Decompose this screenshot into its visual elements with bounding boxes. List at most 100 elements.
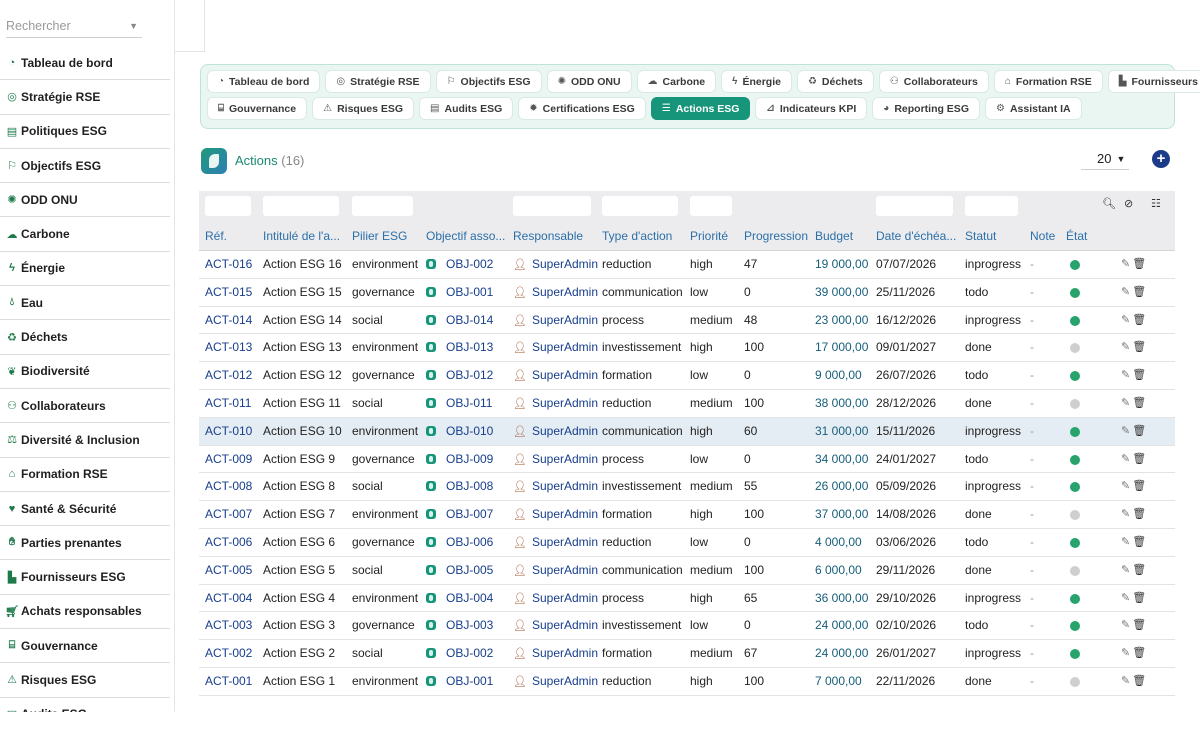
tab-strat-gie-rse[interactable]: ◎ Stratégie RSE <box>325 70 431 93</box>
column-header[interactable]: Note <box>1030 229 1056 243</box>
trash-icon[interactable]: 🗑︎ <box>1132 313 1147 326</box>
table-row[interactable]: ACT-003 Action ESG 3 governance OBJ-003 👤︎ Su… <box>199 612 1175 641</box>
column-header[interactable]: Date d'échéa... <box>876 229 957 243</box>
cell-objective[interactable]: OBJ-012 <box>426 362 493 390</box>
cell-ref[interactable]: ACT-013 <box>205 334 252 362</box>
trash-icon[interactable]: 🗑︎ <box>1132 452 1147 465</box>
cell-objective[interactable]: OBJ-001 <box>426 668 493 696</box>
edit-icon[interactable]: ✎ <box>1121 508 1131 521</box>
edit-icon[interactable]: ✎ <box>1121 313 1131 326</box>
cell-objective[interactable]: OBJ-002 <box>426 251 493 279</box>
trash-icon[interactable]: 🗑︎ <box>1132 647 1147 660</box>
edit-icon[interactable]: ✎ <box>1121 674 1131 687</box>
tab--nergie[interactable]: ϟ Énergie <box>721 70 792 93</box>
edit-icon[interactable]: ✎ <box>1121 341 1131 354</box>
sidebar-item-biodiversit-[interactable]: ❦ Biodiversité <box>0 355 170 389</box>
column-header[interactable]: Responsable <box>513 229 584 243</box>
sidebar-item-fournisseurs-esg[interactable]: ▙ Fournisseurs ESG <box>0 560 170 595</box>
edit-icon[interactable]: ✎ <box>1121 619 1131 632</box>
cell-ref[interactable]: ACT-006 <box>205 529 252 557</box>
cell-objective[interactable]: OBJ-005 <box>426 557 493 585</box>
table-row[interactable]: ACT-006 Action ESG 6 governance OBJ-006 👤︎ Su… <box>199 529 1175 557</box>
trash-icon[interactable]: 🗑︎ <box>1132 396 1147 409</box>
column-header[interactable]: Budget <box>815 229 854 243</box>
edit-icon[interactable]: ✎ <box>1121 647 1131 660</box>
filter-ref[interactable] <box>205 196 251 216</box>
sidebar-item-eau[interactable]: 💧︎ Eau <box>0 286 170 321</box>
cell-objective[interactable]: OBJ-011 <box>426 390 492 418</box>
sidebar-item--nergie[interactable]: ϟ Énergie <box>0 252 170 287</box>
tab-indicateurs-kpi[interactable]: ⊿ Indicateurs KPI <box>755 97 868 120</box>
sidebar-item-d-chets[interactable]: ♻ Déchets <box>0 320 170 355</box>
trash-icon[interactable]: 🗑︎ <box>1132 508 1147 521</box>
sidebar-item-collaborateurs[interactable]: ⚇ Collaborateurs <box>0 389 170 424</box>
sidebar-item-formation-rse[interactable]: ⌂ Formation RSE <box>0 458 170 492</box>
table-row[interactable]: ACT-001 Action ESG 1 environment OBJ-001 👤︎ S… <box>199 668 1175 696</box>
table-row[interactable]: ACT-011 Action ESG 11 social OBJ-011 👤︎ Super… <box>199 390 1175 418</box>
filter-owner[interactable] <box>513 196 591 216</box>
table-row[interactable]: ACT-010 Action ESG 10 environment OBJ-010 👤︎… <box>199 417 1175 446</box>
tab-gouvernance[interactable]: ⌸ Gouvernance <box>207 97 308 120</box>
trash-icon[interactable]: 🗑︎ <box>1132 563 1147 576</box>
edit-icon[interactable]: ✎ <box>1121 285 1131 298</box>
cell-ref[interactable]: ACT-009 <box>205 446 252 474</box>
trash-icon[interactable]: 🗑︎ <box>1132 535 1147 548</box>
tab-audits-esg[interactable]: ▤ Audits ESG <box>419 97 514 120</box>
edit-icon[interactable]: ✎ <box>1121 424 1131 437</box>
sidebar-item-risques-esg[interactable]: ⚠ Risques ESG <box>0 663 170 698</box>
cell-objective[interactable]: OBJ-003 <box>426 612 493 640</box>
trash-icon[interactable]: 🗑︎ <box>1132 619 1147 632</box>
search-icon[interactable]: 🔍︎ <box>1102 198 1116 210</box>
cell-ref[interactable]: ACT-011 <box>205 390 251 418</box>
table-row[interactable]: ACT-004 Action ESG 4 environment OBJ-004 👤︎ S… <box>199 585 1175 613</box>
column-header[interactable]: Objectif asso... <box>426 229 506 243</box>
table-row[interactable]: ACT-009 Action ESG 9 governance OBJ-009 👤︎ Su… <box>199 446 1175 474</box>
cell-objective[interactable]: OBJ-014 <box>426 307 493 335</box>
trash-icon[interactable]: 🗑︎ <box>1132 424 1147 437</box>
tab-collaborateurs[interactable]: ⚇ Collaborateurs <box>878 70 989 93</box>
trash-icon[interactable]: 🗑︎ <box>1132 285 1147 298</box>
column-header[interactable]: Statut <box>965 229 997 243</box>
edit-icon[interactable]: ✎ <box>1121 396 1131 409</box>
column-header[interactable]: Priorité <box>690 229 729 243</box>
cell-ref[interactable]: ACT-005 <box>205 557 252 585</box>
column-header[interactable]: Intitulé de l'a... <box>263 229 341 243</box>
cell-ref[interactable]: ACT-012 <box>205 362 252 390</box>
sidebar-item-carbone[interactable]: ☁ Carbone <box>0 217 170 252</box>
tab-objectifs-esg[interactable]: ⚐ Objectifs ESG <box>435 70 542 93</box>
sidebar-item-diversit-inclusion[interactable]: ⚖ Diversité & Inclusion <box>0 423 170 458</box>
edit-icon[interactable]: ✎ <box>1121 591 1131 604</box>
edit-icon[interactable]: ✎ <box>1121 480 1131 493</box>
edit-icon[interactable]: ✎ <box>1121 452 1131 465</box>
sidebar-item-achats-responsables[interactable]: 🛒︎ Achats responsables <box>0 595 170 630</box>
cell-ref[interactable]: ACT-014 <box>205 307 252 335</box>
cell-objective[interactable]: OBJ-002 <box>426 640 493 668</box>
cell-ref[interactable]: ACT-002 <box>205 640 252 668</box>
table-row[interactable]: ACT-008 Action ESG 8 social OBJ-008 👤︎ SuperA… <box>199 473 1175 502</box>
tab-assistant-ia[interactable]: ⚙ Assistant IA <box>984 97 1082 120</box>
sidebar-item-objectifs-esg[interactable]: ⚐ Objectifs ESG <box>0 149 170 184</box>
table-row[interactable]: ACT-016 Action ESG 16 environment OBJ-002 👤︎… <box>199 251 1175 279</box>
sidebar-item-odd-onu[interactable]: ✺ ODD ONU <box>0 183 170 218</box>
cell-objective[interactable]: OBJ-007 <box>426 501 493 529</box>
table-row[interactable]: ACT-012 Action ESG 12 governance OBJ-012 👤︎ S… <box>199 362 1175 390</box>
sidebar-item-tableau-de-bord[interactable]: ◔ Tableau de bord <box>0 46 170 81</box>
sidebar-item-sant-s-curit-[interactable]: ♥ Santé & Sécurité <box>0 492 170 527</box>
cell-objective[interactable]: OBJ-010 <box>426 418 493 446</box>
tab-actions-esg[interactable]: ☰ Actions ESG <box>650 97 751 120</box>
tab-odd-onu[interactable]: ✺ ODD ONU <box>546 70 632 93</box>
filter-due-date[interactable] <box>876 196 953 216</box>
cell-ref[interactable]: ACT-003 <box>205 612 252 640</box>
tab-reporting-esg[interactable]: ◕ Reporting ESG <box>872 97 980 120</box>
column-header[interactable]: Réf. <box>205 229 228 243</box>
cell-ref[interactable]: ACT-007 <box>205 501 252 529</box>
filter-status[interactable] <box>965 196 1018 216</box>
filter-title[interactable] <box>263 196 339 216</box>
edit-icon[interactable]: ✎ <box>1121 535 1131 548</box>
per-page-select[interactable]: 20 ▼ <box>1081 148 1129 170</box>
sidebar-item-audits-esg[interactable]: ▤Audits ESG <box>0 698 170 712</box>
cell-objective[interactable]: OBJ-006 <box>426 529 493 557</box>
tab-tableau-de-bord[interactable]: ◔ Tableau de bord <box>207 70 321 93</box>
edit-icon[interactable]: ✎ <box>1121 369 1131 382</box>
filter-pillar[interactable] <box>352 196 413 216</box>
